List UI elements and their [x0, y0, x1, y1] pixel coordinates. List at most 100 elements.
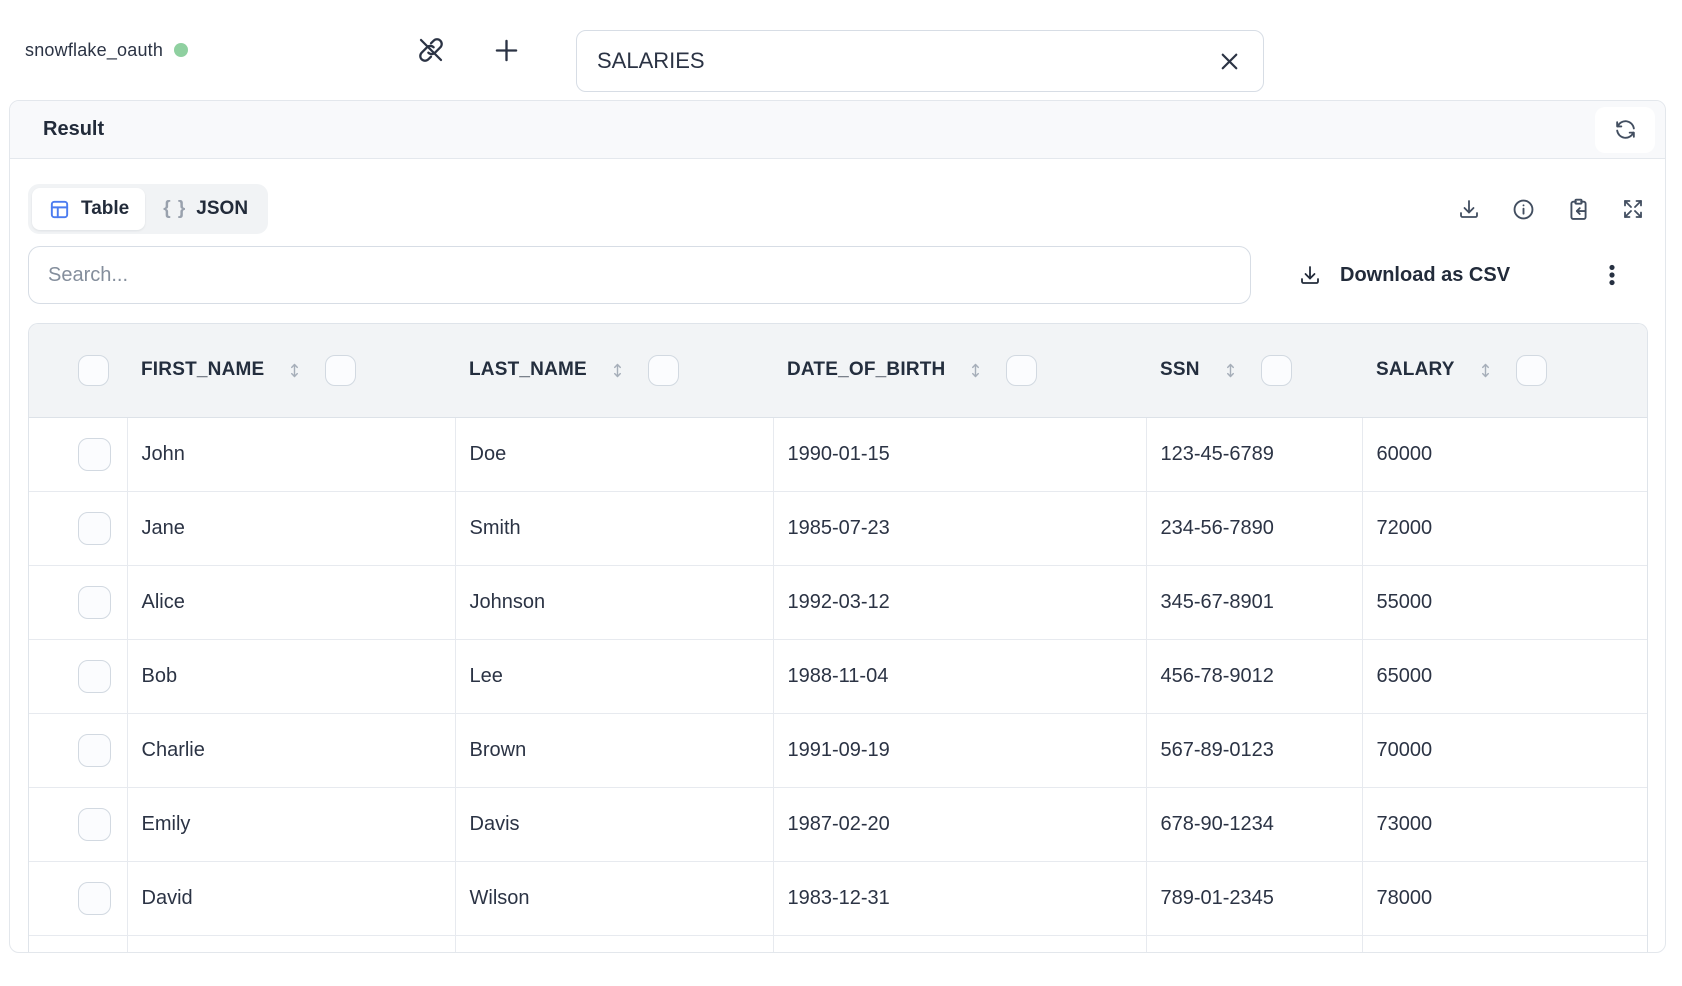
clear-table-name-button[interactable]: [1216, 48, 1243, 75]
table-cell: 70000: [1362, 713, 1647, 788]
table-cell: 55000: [1362, 565, 1647, 640]
download-icon: [1460, 200, 1478, 218]
table-cell: Alice: [127, 565, 456, 640]
column-checkbox[interactable]: [325, 354, 357, 386]
plus-icon: [490, 34, 523, 67]
column-header-last_name[interactable]: LAST_NAME: [455, 324, 773, 418]
tab-table[interactable]: Table: [32, 188, 146, 230]
view-tab-group: Table { } JSON: [28, 184, 269, 234]
disconnect-button[interactable]: [415, 0, 447, 100]
table-cell: 234-56-7890: [1146, 491, 1363, 566]
row-checkbox[interactable]: [78, 585, 111, 619]
refresh-button[interactable]: [1595, 106, 1655, 153]
table-cell: 1988-11-04: [773, 639, 1147, 714]
column-checkbox[interactable]: [1260, 354, 1292, 386]
table-row: Jane Smith 1985-07-23 234-56-7890 72000: [29, 491, 1647, 566]
tab-table-label: Table: [81, 198, 130, 219]
sort-icon[interactable]: [608, 357, 627, 384]
result-panel-header: Result: [10, 101, 1665, 159]
sort-icon[interactable]: [966, 357, 985, 384]
clear-icon: [1221, 53, 1238, 69]
table-cell: Emily: [127, 787, 456, 862]
table-cell: 456-78-9012: [1146, 639, 1363, 714]
info-icon: [1513, 199, 1534, 219]
table-cell: 73000: [1362, 787, 1647, 862]
paste-icon: [1570, 198, 1587, 220]
download-button[interactable]: [1457, 197, 1481, 221]
table-cell: Bob: [127, 639, 456, 714]
sort-icon[interactable]: [285, 357, 304, 384]
result-table: FIRST_NAME LAST_NAME DATE_OF_BIRTH SSN S…: [29, 324, 1647, 952]
select-all-header: [29, 324, 127, 418]
table-cell: David: [127, 861, 456, 936]
table-cell: Brown: [455, 713, 774, 788]
connection-indicator: snowflake_oauth: [25, 0, 189, 100]
search-toolbar: Download as CSV: [28, 246, 1647, 304]
connection-name: snowflake_oauth: [25, 39, 164, 60]
table-cell: 78000: [1362, 861, 1647, 936]
maximize-button[interactable]: [1621, 197, 1645, 221]
paste-button[interactable]: [1566, 197, 1591, 222]
download-icon: [1301, 266, 1319, 284]
table-cell: 65000: [1362, 639, 1647, 714]
table-cell: 1987-02-20: [773, 787, 1147, 862]
column-checkbox[interactable]: [647, 354, 679, 386]
column-header-first_name[interactable]: FIRST_NAME: [127, 324, 455, 418]
top-bar: snowflake_oauth: [0, 0, 1682, 100]
table-cell: 345-67-8901: [1146, 565, 1363, 640]
table-cell: 1985-07-23: [773, 491, 1147, 566]
table-row: Alice Johnson 1992-03-12 345-67-8901 55000: [29, 565, 1647, 640]
table-name-input[interactable]: [577, 31, 1216, 91]
sort-icon[interactable]: [1221, 357, 1240, 384]
column-checkbox[interactable]: [1515, 354, 1547, 386]
table-cell: 1992-03-12: [773, 565, 1147, 640]
row-checkbox-cell: [29, 639, 128, 714]
column-checkbox[interactable]: [1006, 354, 1038, 386]
table-row: John Doe 1990-01-15 123-45-6789 60000: [29, 417, 1647, 492]
table-cell: Doe: [455, 417, 774, 492]
sort-icon[interactable]: [1476, 357, 1495, 384]
table-cell: Lee: [455, 639, 774, 714]
result-panel: Result Table { } JSON: [9, 100, 1666, 953]
table-cell: 789-01-2345: [1146, 861, 1363, 936]
row-checkbox-cell: [29, 713, 128, 788]
table-cell: Johnson: [455, 565, 774, 640]
row-checkbox[interactable]: [78, 511, 111, 545]
search-input[interactable]: [28, 246, 1251, 304]
table-row-partial: [29, 935, 1647, 952]
column-header-date_of_birth[interactable]: DATE_OF_BIRTH: [773, 324, 1146, 418]
column-label: FIRST_NAME: [141, 359, 265, 381]
table-cell: Charlie: [127, 713, 456, 788]
add-tab-button[interactable]: [490, 0, 523, 100]
more-options-button[interactable]: [1599, 262, 1625, 288]
column-label: LAST_NAME: [469, 359, 587, 381]
table-row: David Wilson 1983-12-31 789-01-2345 78000: [29, 861, 1647, 936]
select-all-checkbox[interactable]: [78, 354, 109, 386]
download-csv-label: Download as CSV: [1340, 263, 1511, 286]
column-header-salary[interactable]: SALARY: [1362, 324, 1647, 418]
row-checkbox[interactable]: [78, 659, 111, 693]
row-checkbox-cell: [29, 417, 128, 492]
result-table-container: FIRST_NAME LAST_NAME DATE_OF_BIRTH SSN S…: [28, 323, 1648, 952]
table-cell: 60000: [1362, 417, 1647, 492]
table-cell: 123-45-6789: [1146, 417, 1363, 492]
column-header-ssn[interactable]: SSN: [1146, 324, 1362, 418]
row-checkbox-cell: [29, 565, 128, 640]
table-row: Bob Lee 1988-11-04 456-78-9012 65000: [29, 639, 1647, 714]
table-row: Emily Davis 1987-02-20 678-90-1234 73000: [29, 787, 1647, 862]
row-checkbox[interactable]: [78, 437, 111, 471]
tab-json[interactable]: { } JSON: [147, 188, 264, 230]
table-icon: [50, 200, 69, 218]
row-checkbox[interactable]: [78, 881, 111, 915]
maximize-icon: [1624, 200, 1642, 218]
info-button[interactable]: [1511, 197, 1536, 222]
row-checkbox[interactable]: [78, 733, 111, 767]
table-cell: John: [127, 417, 456, 492]
column-label: SALARY: [1376, 359, 1455, 381]
kebab-menu-icon: [1609, 264, 1615, 286]
row-checkbox[interactable]: [78, 807, 111, 841]
table-cell: Smith: [455, 491, 774, 566]
column-label: SSN: [1160, 359, 1200, 381]
table-name-field: [576, 30, 1264, 92]
download-csv-button[interactable]: Download as CSV: [1298, 263, 1510, 287]
